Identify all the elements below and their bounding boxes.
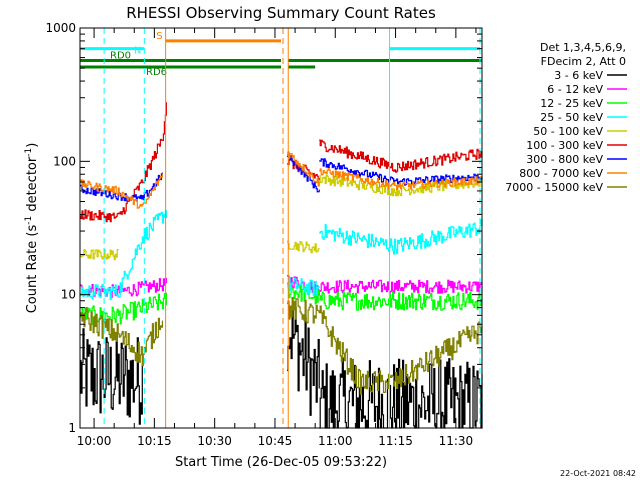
series-12-25-kev	[80, 283, 483, 325]
x-tick-label: 11:15	[378, 434, 413, 448]
series-line	[287, 151, 320, 187]
x-axis: 10:00 10:15 10:30 10:45 11:00 11:15 11:30	[77, 28, 477, 448]
series-line	[80, 102, 167, 223]
series-line	[287, 151, 320, 193]
series-line	[319, 219, 483, 255]
legend: Det 1,3,4,5,6,9, FDecim 2, Att 0 3 - 6 k…	[505, 41, 627, 194]
flag-label: RD0	[110, 51, 131, 62]
vertical-markers	[103, 28, 481, 428]
flag-label: N	[134, 46, 141, 57]
legend-label: 50 - 100 keV	[533, 125, 603, 138]
series-layer	[80, 102, 483, 429]
series-800-7000-kev	[80, 151, 483, 209]
series-line	[287, 276, 320, 296]
legend-label: 100 - 300 keV	[526, 139, 603, 152]
y-axis-title: Count Rate (s-1 detector-1)	[24, 143, 40, 314]
flag-label: RD6	[146, 67, 167, 78]
chart-title: RHESSI Observing Summary Count Rates	[126, 4, 436, 22]
y-tick-label: 1	[68, 421, 76, 435]
series-6-12-kev	[80, 275, 483, 298]
legend-label: 300 - 800 keV	[526, 153, 603, 166]
x-tick-label: 10:30	[197, 434, 232, 448]
series-line	[319, 291, 483, 311]
series-line	[319, 279, 483, 294]
series-line	[80, 307, 163, 367]
legend-label: 7000 - 15000 keV	[505, 181, 603, 194]
legend-header-1: Det 1,3,4,5,6,9,	[540, 41, 626, 54]
x-tick-label: 10:45	[258, 434, 293, 448]
legend-label: 25 - 50 keV	[540, 111, 603, 124]
series-line	[287, 240, 320, 254]
series-line	[319, 139, 483, 173]
y-tick-label: 1000	[45, 21, 76, 35]
series-line	[80, 277, 167, 298]
series-line	[319, 168, 483, 191]
x-axis-title: Start Time (26-Dec-05 09:53:22)	[175, 455, 387, 470]
y-tick-label: 10	[61, 288, 76, 302]
series-line	[80, 172, 163, 202]
flag-label: S	[156, 31, 162, 42]
legend-label: 12 - 25 keV	[540, 97, 603, 110]
series-line	[80, 173, 163, 209]
x-tick-label: 11:00	[318, 434, 353, 448]
series-line	[80, 328, 143, 425]
plot-frame	[79, 27, 483, 429]
legend-label: 3 - 6 keV	[554, 69, 603, 82]
series-line	[287, 297, 483, 395]
flag-bars: N S RD0 RD6	[80, 31, 482, 78]
series-line	[80, 249, 119, 261]
footer-date: 22-Oct-2021 08:42	[560, 469, 636, 478]
y-tick-label: 100	[53, 154, 76, 168]
series-line	[80, 292, 167, 325]
series-7000-15000-kev	[80, 297, 483, 395]
legend-label: 800 - 7000 keV	[519, 167, 603, 180]
y-axis: 1 10 100 1000	[45, 21, 482, 435]
x-tick-label: 10:15	[137, 434, 172, 448]
x-tick-label: 10:00	[77, 434, 112, 448]
series-line	[80, 210, 167, 301]
legend-label: 6 - 12 keV	[547, 83, 603, 96]
legend-header-2: FDecim 2, Att 0	[541, 55, 626, 68]
series-100-300-kev	[80, 102, 483, 223]
x-tick-label: 11:30	[439, 434, 474, 448]
series-25-50-kev	[80, 210, 483, 301]
